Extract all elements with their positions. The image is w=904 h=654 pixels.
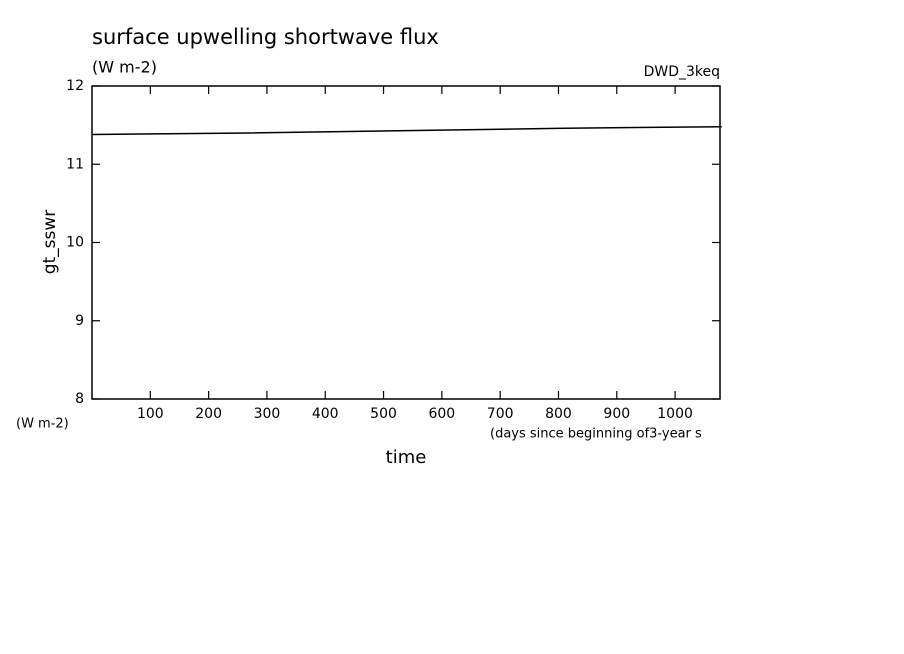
y-tick-label: 9 <box>75 313 84 329</box>
x-axis-label: time <box>386 447 427 468</box>
x-tick-label: 300 <box>254 406 281 422</box>
y-unit: (W m-2) <box>16 417 69 432</box>
chart-subtitle: (W m-2) <box>92 58 157 77</box>
y-tick-label: 11 <box>66 156 84 172</box>
y-tick-label: 12 <box>66 78 84 94</box>
x-tick-label: 800 <box>545 406 572 422</box>
y-tick-label: 8 <box>75 391 84 407</box>
y-tick-label: 10 <box>66 235 84 251</box>
x-tick-label: 500 <box>370 406 397 422</box>
x-unit: (days since beginning of3-year s <box>490 427 702 442</box>
data-line <box>91 125 722 136</box>
x-tick-label: 1000 <box>657 406 693 422</box>
x-tick-label: 400 <box>312 406 339 422</box>
chart-title: surface upwelling shortwave flux <box>92 25 439 49</box>
x-tick-label: 200 <box>195 406 222 422</box>
x-tick-label: 900 <box>603 406 630 422</box>
x-tick-label: 600 <box>428 406 455 422</box>
x-tick-label: 700 <box>487 406 514 422</box>
annotation: DWD_3keq <box>644 64 720 80</box>
y-axis-label: gt_sswr <box>40 210 60 275</box>
x-tick-label: 100 <box>137 406 164 422</box>
